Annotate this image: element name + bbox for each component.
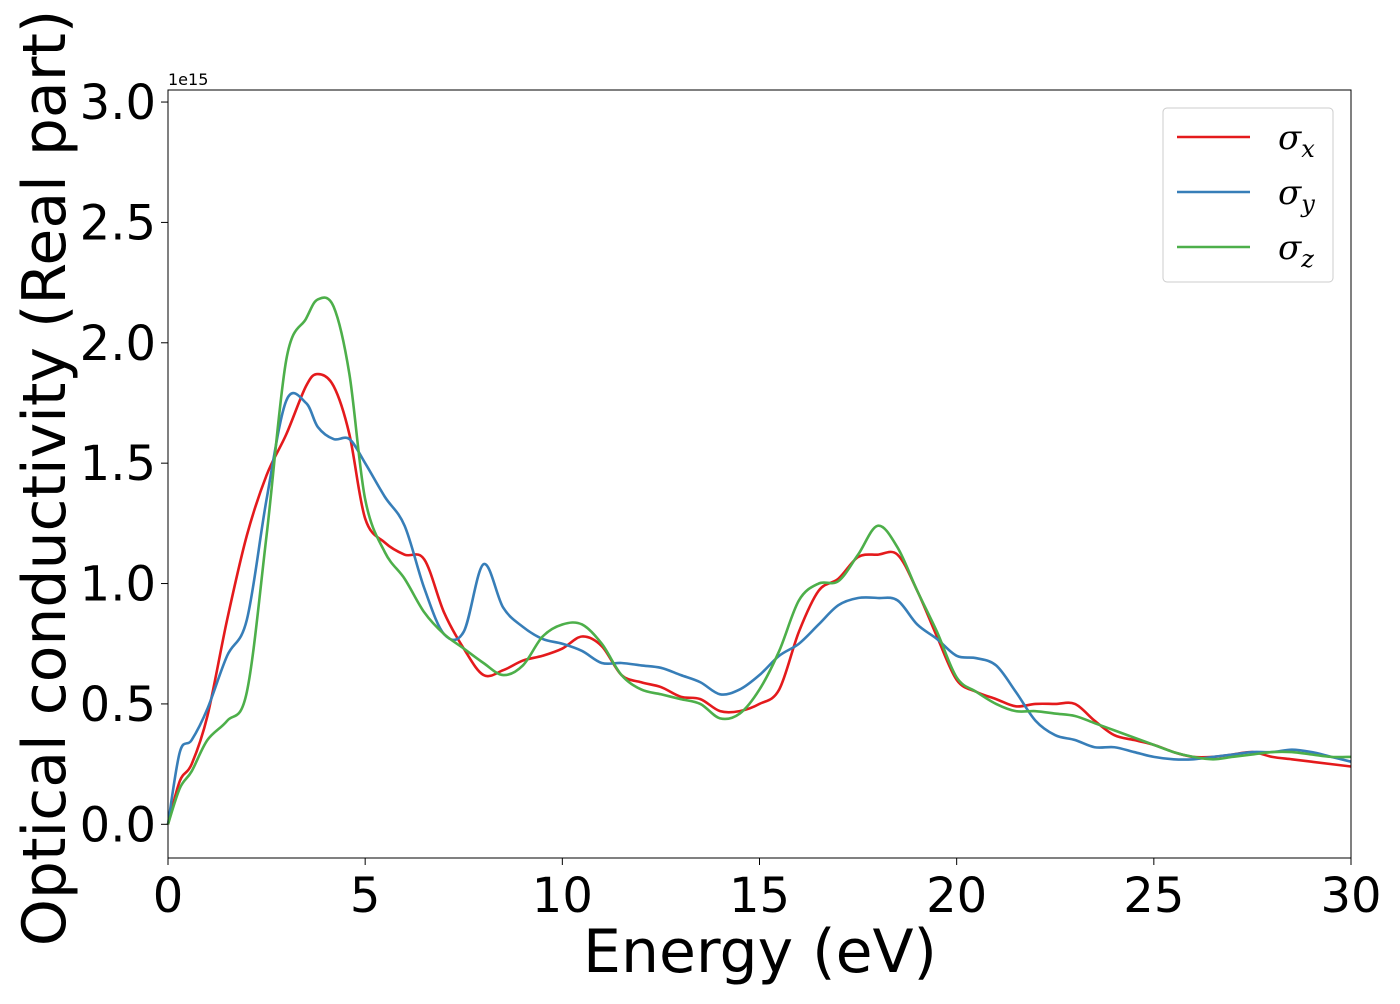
y-tick-label: 3.0: [80, 75, 156, 131]
x-tick-label: 15: [729, 868, 790, 924]
x-tick-label: 5: [350, 868, 381, 924]
series-layer: [166, 296, 1352, 825]
legend: σx σy σz: [1162, 107, 1334, 283]
y-tick-label: 1.5: [80, 436, 156, 492]
series-line-y: [166, 391, 1352, 825]
x-axis-label: Energy (eV): [583, 917, 937, 987]
y-tick-label: 2.0: [80, 316, 156, 372]
x-tick-label: 30: [1320, 868, 1381, 924]
y-axis-label: Optical conductivity (Real part): [10, 10, 80, 947]
y-tick-label: 1.0: [80, 557, 156, 613]
x-tick-label: 0: [153, 868, 184, 924]
legend-label-y: σy: [1278, 173, 1315, 218]
legend-box: [1162, 107, 1334, 283]
x-axis-ticks: 0 5 10 15 20 25 30: [153, 858, 1382, 924]
y-axis-ticks: 0.0 0.5 1.0 1.5 2.0 2.5 3.0: [80, 75, 168, 853]
x-tick-label: 20: [926, 868, 987, 924]
y-tick-label: 0.0: [80, 797, 156, 853]
series-line-z: [166, 296, 1352, 825]
y-tick-label: 0.5: [80, 677, 156, 733]
y-offset-label: 1e15: [168, 70, 208, 89]
legend-label-z: σz: [1278, 228, 1314, 273]
plot-area: [168, 90, 1351, 858]
x-tick-label: 10: [532, 868, 593, 924]
x-tick-label: 25: [1123, 868, 1184, 924]
y-tick-label: 2.5: [80, 195, 156, 251]
legend-label-x: σx: [1278, 118, 1315, 163]
